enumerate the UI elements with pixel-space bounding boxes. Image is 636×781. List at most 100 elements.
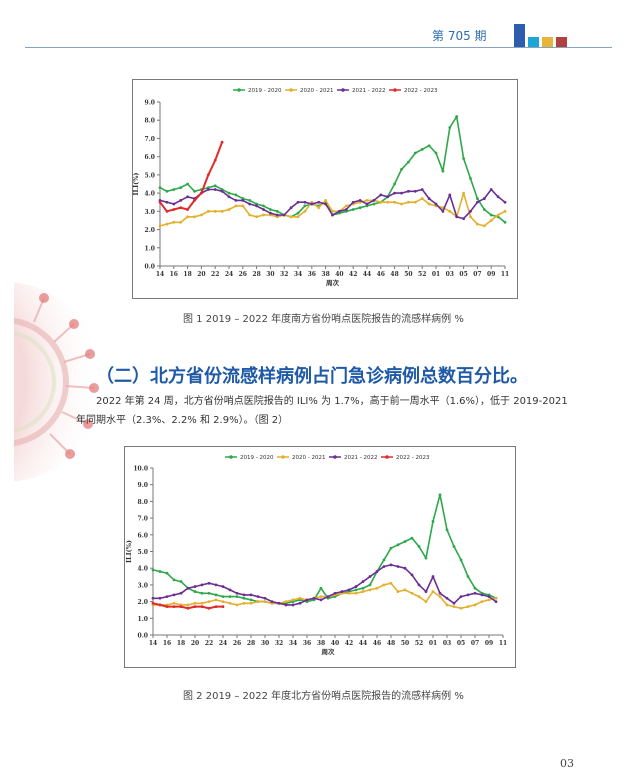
- issue-number: 第 705 期: [432, 29, 487, 43]
- data-point: [358, 199, 362, 202]
- data-point: [365, 199, 369, 202]
- data-point: [179, 206, 183, 210]
- data-point: [296, 200, 300, 204]
- x-tick-label: 16: [163, 640, 171, 647]
- data-point: [317, 200, 321, 204]
- data-point: [473, 586, 477, 590]
- data-point: [407, 200, 410, 204]
- data-point: [158, 186, 162, 190]
- data-point: [220, 189, 224, 193]
- data-point: [489, 188, 493, 191]
- x-tick-label: 50: [404, 271, 412, 278]
- x-tick-label: 05: [459, 271, 467, 278]
- data-point: [227, 191, 231, 195]
- data-point: [256, 600, 260, 603]
- data-point: [179, 605, 183, 609]
- data-point: [420, 147, 424, 151]
- legend-swatch-marker: [341, 88, 345, 92]
- x-tick-label: 24: [219, 640, 227, 647]
- data-point: [291, 598, 295, 602]
- data-point: [207, 581, 211, 585]
- data-point: [172, 578, 176, 582]
- data-point: [221, 585, 225, 588]
- data-point: [473, 603, 477, 607]
- data-point: [207, 591, 211, 595]
- data-point: [214, 605, 218, 609]
- data-point: [235, 603, 239, 607]
- data-point: [158, 570, 162, 573]
- data-point: [214, 583, 218, 587]
- data-point: [358, 206, 362, 210]
- y-tick-label: 4.0: [138, 566, 148, 573]
- data-point: [291, 603, 295, 607]
- data-point: [445, 528, 449, 532]
- data-point: [284, 603, 288, 607]
- data-point: [434, 202, 438, 206]
- y-tick-label: 6.0: [145, 154, 155, 161]
- x-tick-label: 03: [446, 271, 454, 278]
- x-tick-label: 09: [485, 640, 493, 647]
- x-tick-label: 30: [261, 640, 269, 647]
- data-point: [186, 182, 189, 186]
- x-tick-label: 14: [149, 640, 157, 647]
- data-point: [347, 591, 351, 595]
- data-point: [151, 568, 155, 572]
- data-point: [459, 595, 463, 598]
- data-point: [296, 211, 300, 215]
- data-point: [262, 208, 265, 211]
- x-tick-label: 32: [280, 271, 288, 278]
- data-point: [424, 556, 428, 560]
- data-point: [379, 193, 383, 197]
- y-tick-label: 5.0: [138, 549, 148, 556]
- data-point: [249, 593, 253, 597]
- data-point: [368, 583, 372, 587]
- x-tick-label: 16: [170, 271, 178, 278]
- data-point: [213, 209, 217, 213]
- data-point: [296, 215, 300, 219]
- data-point: [284, 600, 288, 603]
- x-tick-label: 52: [415, 640, 423, 647]
- data-point: [263, 600, 267, 603]
- logo-block-cyan: [528, 37, 539, 48]
- series-line: [153, 564, 497, 606]
- data-point: [228, 588, 232, 592]
- data-point: [389, 563, 393, 567]
- data-point: [455, 215, 459, 219]
- data-point: [452, 545, 456, 548]
- data-point: [206, 209, 210, 213]
- data-point: [476, 197, 479, 200]
- legend-swatch-marker: [385, 455, 389, 459]
- data-point: [403, 588, 407, 592]
- y-tick-label: 6.0: [138, 532, 148, 539]
- data-point: [262, 204, 265, 208]
- data-point: [482, 224, 486, 228]
- data-point: [262, 213, 265, 217]
- data-point: [417, 583, 421, 587]
- data-point: [172, 208, 176, 211]
- data-point: [165, 605, 169, 609]
- data-point: [165, 571, 169, 575]
- y-tick-label: 1.0: [145, 245, 155, 252]
- data-point: [441, 209, 445, 213]
- y-tick-label: 5.0: [145, 172, 155, 179]
- data-point: [403, 540, 407, 543]
- data-point: [455, 115, 459, 118]
- data-point: [158, 596, 162, 600]
- data-point: [396, 565, 400, 568]
- data-point: [312, 596, 316, 600]
- x-tick-label: 52: [418, 271, 426, 278]
- data-point: [206, 173, 210, 177]
- y-tick-label: 1.0: [138, 616, 148, 623]
- data-point: [165, 595, 169, 598]
- data-point: [248, 213, 252, 217]
- data-point: [228, 595, 232, 598]
- data-point: [319, 586, 323, 590]
- data-point: [305, 598, 309, 602]
- data-point: [172, 188, 176, 191]
- y-tick-label: 2.0: [145, 227, 155, 234]
- legend-swatch-marker: [393, 88, 397, 92]
- x-tick-label: 38: [317, 640, 325, 647]
- x-tick-label: 36: [303, 640, 311, 647]
- data-point: [158, 603, 162, 607]
- data-point: [165, 189, 169, 193]
